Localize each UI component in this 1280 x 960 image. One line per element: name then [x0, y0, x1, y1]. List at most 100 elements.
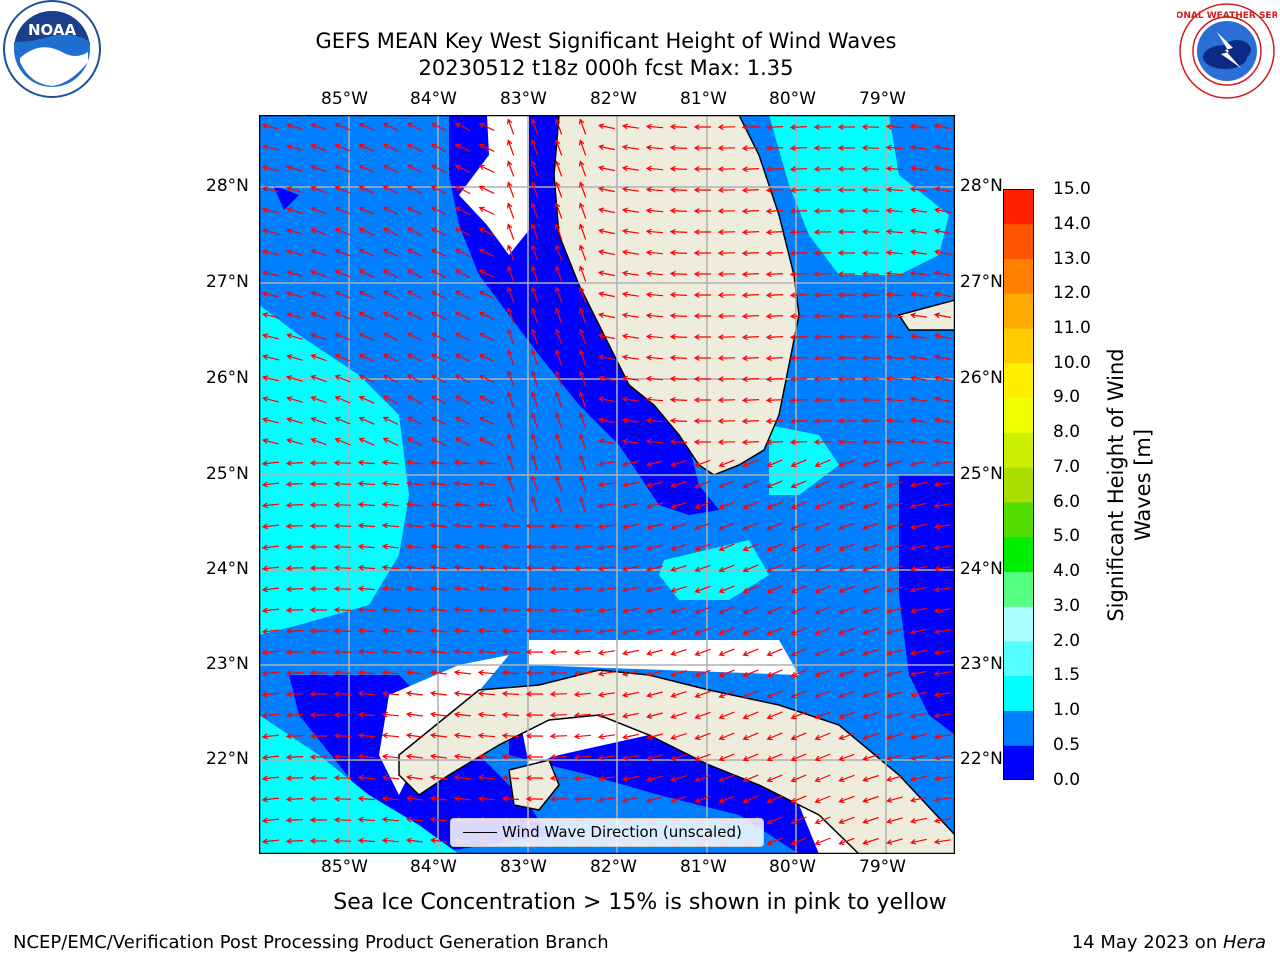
wave-direction-arrow	[861, 396, 880, 403]
wave-direction-arrow	[549, 649, 568, 656]
wave-direction-arrow	[333, 564, 352, 571]
wave-direction-arrow	[694, 753, 711, 762]
wave-direction-arrow	[717, 145, 736, 152]
wave-direction-arrow	[309, 796, 327, 802]
wave-direction-arrow	[765, 397, 784, 404]
wave-direction-arrow	[789, 439, 808, 446]
wave-direction-arrow	[742, 711, 759, 720]
wave-direction-arrow	[645, 354, 664, 361]
wave-direction-arrow	[554, 496, 563, 513]
wave-direction-arrow	[621, 417, 639, 424]
wave-direction-arrow	[429, 543, 447, 550]
wave-direction-arrow	[578, 391, 587, 408]
wave-direction-arrow	[885, 270, 904, 277]
wave-direction-arrow	[597, 249, 615, 256]
wave-direction-arrow	[597, 165, 615, 172]
wave-direction-arrow	[765, 313, 784, 320]
colorbar-swatch	[1003, 640, 1034, 677]
lat-label-left: 24°N	[206, 559, 249, 579]
wave-direction-arrow	[429, 501, 447, 508]
wave-direction-arrow	[862, 480, 879, 488]
wave-direction-arrow	[261, 438, 279, 445]
wave-direction-arrow	[578, 202, 587, 219]
wave-direction-arrow	[597, 438, 615, 445]
wave-direction-arrow	[406, 122, 423, 132]
wave-direction-arrow	[453, 606, 472, 613]
wave-direction-arrow	[405, 774, 423, 781]
wave-direction-arrow	[597, 565, 615, 572]
wave-direction-arrow	[554, 202, 563, 219]
wave-direction-arrow	[333, 732, 352, 739]
map-title-line2: 20230512 t18z 000h fcst Max: 1.35	[418, 56, 794, 80]
wave-direction-arrow	[717, 397, 736, 404]
wave-direction-arrow	[909, 396, 927, 403]
wave-direction-arrow	[933, 249, 952, 256]
lon-label-bottom: 84°W	[410, 857, 457, 877]
wave-direction-arrow	[645, 144, 664, 151]
wave-direction-arrow	[862, 690, 879, 698]
wave-direction-arrow	[862, 543, 879, 551]
wave-direction-arrow	[309, 754, 327, 760]
wave-direction-arrow	[933, 796, 951, 803]
wave-direction-arrow	[861, 207, 880, 214]
wave-direction-arrow	[885, 207, 904, 214]
wave-direction-arrow	[358, 437, 375, 446]
wave-direction-arrow	[789, 187, 808, 194]
lat-label-right: 25°N	[960, 464, 1003, 484]
colorbar-tick: 13.0	[1053, 249, 1091, 269]
footer-producer: NCEP/EMC/Verification Post Processing Pr…	[13, 932, 609, 953]
wave-direction-arrow	[813, 313, 832, 320]
wave-direction-arrow	[909, 291, 927, 298]
wave-direction-arrow	[530, 370, 539, 387]
wave-direction-arrow	[838, 648, 855, 657]
wave-direction-arrow	[381, 648, 400, 655]
wave-direction-arrow	[838, 501, 855, 510]
wave-direction-arrow	[430, 122, 447, 132]
wave-direction-arrow	[670, 565, 687, 572]
wave-direction-arrow	[454, 122, 471, 132]
wave-direction-arrow	[430, 269, 447, 279]
wave-direction-arrow	[261, 754, 280, 761]
wave-direction-arrow	[814, 501, 831, 510]
wave-direction-arrow	[261, 312, 279, 319]
wave-direction-arrow	[790, 795, 807, 804]
wave-direction-arrow	[261, 691, 280, 698]
wave-direction-arrow	[814, 711, 831, 720]
wave-direction-arrow	[909, 838, 927, 845]
wave-direction-arrow	[430, 164, 447, 174]
wave-direction-arrow	[790, 627, 807, 636]
wave-direction-arrow	[454, 248, 471, 258]
wave-direction-arrow	[405, 837, 423, 844]
wave-direction-arrow	[789, 376, 808, 383]
wave-direction-arrow	[718, 648, 735, 657]
wave-direction-arrow	[837, 313, 855, 319]
wave-direction-arrow	[741, 145, 760, 152]
wave-direction-arrow	[406, 164, 423, 174]
wave-direction-arrow	[885, 249, 904, 256]
wave-direction-arrow	[717, 418, 736, 425]
wave-direction-arrow	[765, 166, 784, 173]
wave-direction-arrow	[597, 733, 615, 740]
wave-direction-arrow	[525, 753, 544, 760]
wave-direction-arrow	[814, 795, 831, 804]
wave-direction-arrow	[694, 795, 711, 804]
colorbar	[1003, 189, 1034, 781]
wave-direction-arrow	[382, 395, 399, 405]
wave-direction-arrow	[578, 118, 587, 135]
wave-direction-arrow	[861, 144, 880, 151]
wave-direction-arrow	[406, 269, 423, 279]
wave-direction-arrow	[718, 501, 735, 510]
wave-direction-arrow	[549, 754, 568, 761]
wave-direction-arrow	[530, 349, 539, 366]
wave-direction-arrow	[741, 334, 760, 341]
wave-direction-arrow	[381, 501, 400, 508]
wave-direction-arrow	[310, 332, 327, 341]
wave-direction-arrow	[333, 480, 352, 487]
wave-direction-arrow	[646, 670, 663, 677]
wave-direction-arrow	[933, 375, 952, 382]
wave-direction-arrow	[578, 496, 587, 513]
wave-direction-arrow	[597, 354, 615, 361]
wave-direction-arrow	[814, 543, 831, 552]
wave-direction-arrow	[454, 164, 471, 174]
wave-direction-arrow	[838, 753, 855, 762]
